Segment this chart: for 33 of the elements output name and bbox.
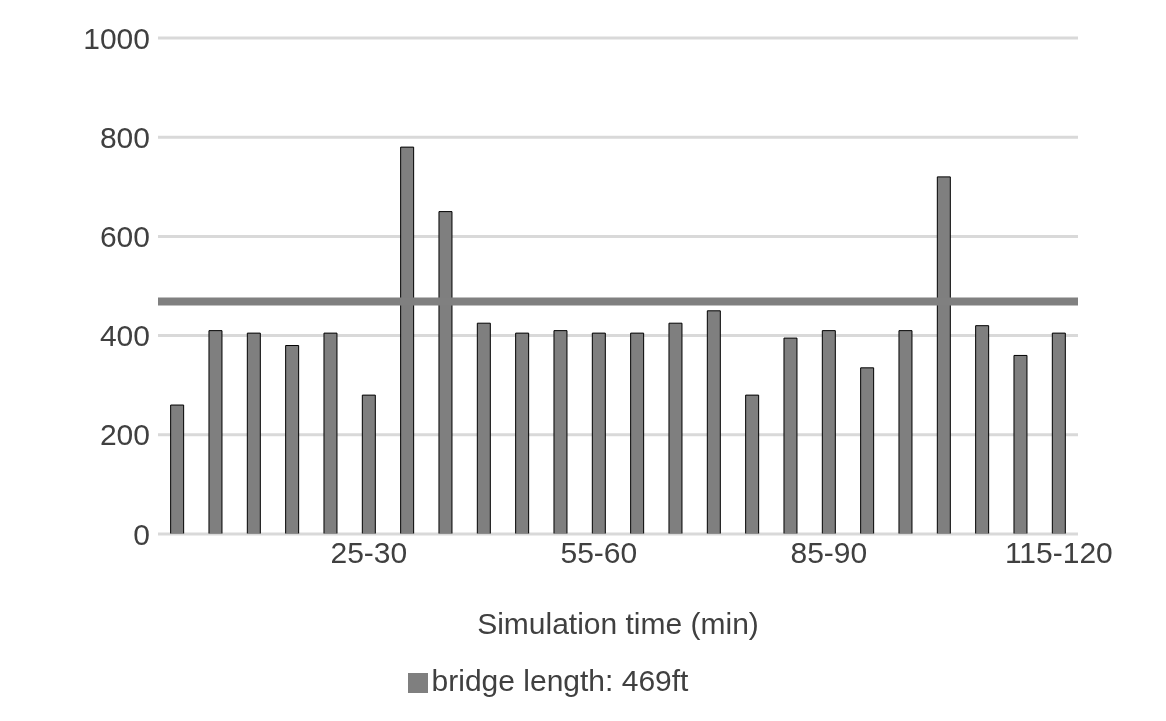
x-tick-label: 115-120	[1004, 536, 1113, 570]
bar	[975, 325, 990, 534]
y-tick-label: 1000	[83, 21, 150, 55]
bar	[591, 332, 606, 534]
bar	[1013, 354, 1028, 534]
bar	[361, 394, 376, 534]
y-tick-label: 600	[99, 220, 150, 254]
x-tick-label: 85-90	[790, 536, 868, 570]
bar	[898, 330, 913, 534]
bar	[1051, 332, 1066, 534]
bar	[745, 394, 760, 534]
x-axis-title: Simulation time (min)	[477, 607, 759, 640]
y-tick-label: 200	[99, 418, 150, 452]
bar	[783, 337, 798, 534]
y-tick-label: 400	[99, 319, 150, 353]
bar	[208, 330, 223, 534]
bar	[323, 332, 338, 534]
x-tick-label: 25-30	[330, 536, 408, 570]
bar	[860, 367, 875, 534]
bar	[630, 332, 645, 534]
bar	[515, 332, 530, 534]
bar	[476, 322, 491, 534]
bar	[553, 330, 568, 534]
bar	[170, 404, 185, 534]
legend-label: bridge length: 469ft	[431, 664, 689, 697]
bar	[706, 310, 721, 534]
bar	[668, 322, 683, 534]
y-tick-label: 800	[99, 120, 150, 154]
bar	[821, 330, 836, 534]
bar	[285, 345, 300, 534]
bar	[246, 332, 261, 534]
x-tick-label: 55-60	[560, 536, 638, 570]
y-tick-label: 0	[133, 517, 150, 551]
